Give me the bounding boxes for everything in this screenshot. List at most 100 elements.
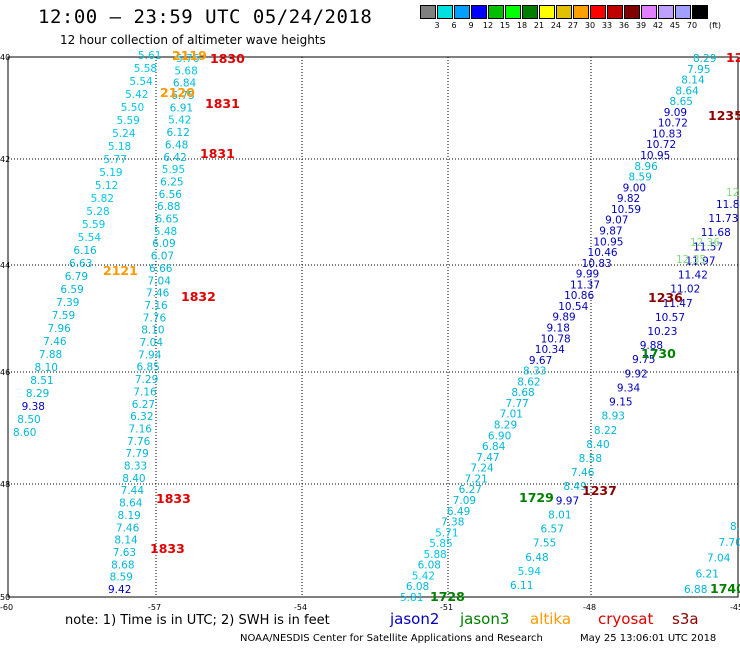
track-value: 7.55 (533, 538, 556, 550)
track-value: 5.76 (176, 53, 200, 65)
track-value: 6.07 (151, 251, 174, 263)
colorbar-cell (437, 5, 453, 19)
track-value: 6.79 (65, 271, 88, 283)
track-value: 5.48 (154, 226, 177, 238)
time-label: 1833 (156, 491, 191, 506)
track-value: 6.25 (160, 176, 183, 188)
colorbar-label: 30 (584, 21, 596, 30)
track-value: 7.39 (56, 297, 79, 309)
track-value: 10.86 (564, 290, 594, 302)
track-value: 8.19 (117, 510, 140, 522)
track-value: 6.12 (167, 127, 190, 139)
track-value: 8.10 (141, 325, 164, 337)
colorbar-label: 21 (533, 21, 545, 30)
track-value: 8.65 (670, 96, 693, 108)
track-value: 9.42 (108, 584, 131, 596)
colorbar-label: 27 (567, 21, 579, 30)
track-value: 8.14 (681, 75, 705, 87)
track-value: 8.64 (119, 498, 143, 510)
track-value: 5.71 (435, 527, 458, 539)
colorbar-cell (505, 5, 521, 19)
track-value: 8.58 (579, 453, 602, 465)
track-value: 5.50 (121, 102, 144, 114)
time-label: 1740 (710, 581, 740, 596)
track-value: 5.24 (112, 128, 136, 140)
track-value: 7.09 (453, 495, 476, 507)
footer-date: May 25 13:06:01 UTC 2018 (580, 633, 717, 644)
track-value: 10.57 (655, 312, 685, 324)
track-value: 12.36 (690, 237, 720, 249)
track-value: 6.27 (132, 399, 155, 411)
track-value: 11.73 (708, 213, 738, 225)
latitude-label: 42 (0, 155, 10, 164)
track-value: 6.08 (406, 581, 429, 593)
colorbar-label: 33 (601, 21, 613, 30)
track-value: 5.54 (129, 76, 153, 88)
track-value: 7.01 (500, 409, 523, 421)
track-value: 9.18 (547, 323, 570, 335)
track-value: 7.47 (476, 452, 499, 464)
track-value: 11.02 (670, 284, 700, 296)
track-value: 10.72 (646, 139, 676, 151)
track-value: 10.83 (652, 128, 682, 140)
track-value: 8.29 (494, 420, 517, 432)
track-value: 7.77 (505, 398, 528, 410)
track-value: 6.91 (170, 102, 193, 114)
track-value: 11.47 (663, 298, 693, 310)
satellite-legend-altika: altika (530, 610, 572, 628)
track-value: 8.29 (26, 388, 49, 400)
track-value: 9.09 (664, 107, 687, 119)
track-value: 9.92 (624, 368, 647, 380)
track-value: 5.81 (400, 592, 423, 604)
longitude-label: -54 (294, 603, 307, 612)
time-label: 1730 (641, 346, 676, 361)
track-value: 7.46 (571, 467, 595, 479)
track-value: 11.57 (693, 241, 723, 253)
colorbar-cell (675, 5, 691, 19)
time-label: 1832 (181, 289, 216, 304)
track-value: 5.82 (91, 193, 114, 205)
track-value: 8.51 (30, 375, 53, 387)
track-value: 8.96 (634, 161, 658, 173)
latitude-label: 40 (0, 53, 10, 62)
track-value: 10.23 (647, 326, 677, 338)
longitude-label: -45 (730, 603, 740, 612)
time-label: 2119 (172, 48, 207, 63)
track-value: 7.04 (707, 553, 731, 565)
track-value: 6.85 (136, 362, 159, 374)
track-value: 9.00 (623, 182, 646, 194)
satellite-legend-s3a: s3a (672, 610, 699, 628)
track-value: 7.24 (470, 463, 494, 475)
longitude-label: -60 (0, 603, 13, 612)
track-value: 6.57 (541, 524, 564, 536)
colorbar-cell (590, 5, 606, 19)
track-value: 9.75 (632, 354, 655, 366)
track-value: 6.63 (69, 258, 92, 270)
track-value: 8.14 (114, 535, 138, 547)
track-value: 6.90 (488, 430, 511, 442)
track-value: 5.58 (134, 63, 157, 75)
track-value: 8.60 (13, 427, 36, 439)
track-value: 9.34 (617, 382, 641, 394)
track-value: 6.56 (159, 189, 183, 201)
note-text: note: 1) Time is in UTC; 2) SWH is in fe… (65, 613, 330, 628)
track-value: 9.88 (640, 340, 663, 352)
track-value: 5.42 (412, 570, 435, 582)
colorbar-cell (573, 5, 589, 19)
track-value: 5.88 (423, 549, 446, 561)
track-value: 5.42 (125, 89, 148, 101)
track-value: 5.19 (99, 167, 122, 179)
track-value: 6.49 (447, 506, 470, 518)
track-value: 5.59 (82, 219, 105, 231)
track-value: 7.88 (39, 349, 62, 361)
track-value: 5.42 (168, 115, 191, 127)
colorbar-label: 6 (451, 21, 457, 30)
track-value: 9.87 (599, 225, 622, 237)
colorbar-cell (641, 5, 657, 19)
track-value: 8.29 (693, 53, 716, 65)
track-value: 10.95 (640, 150, 670, 162)
longitude-label: -51 (440, 603, 453, 612)
track-value: 6.65 (155, 214, 178, 226)
track-value: 5.54 (78, 232, 102, 244)
colorbar-label: 9 (468, 21, 474, 30)
